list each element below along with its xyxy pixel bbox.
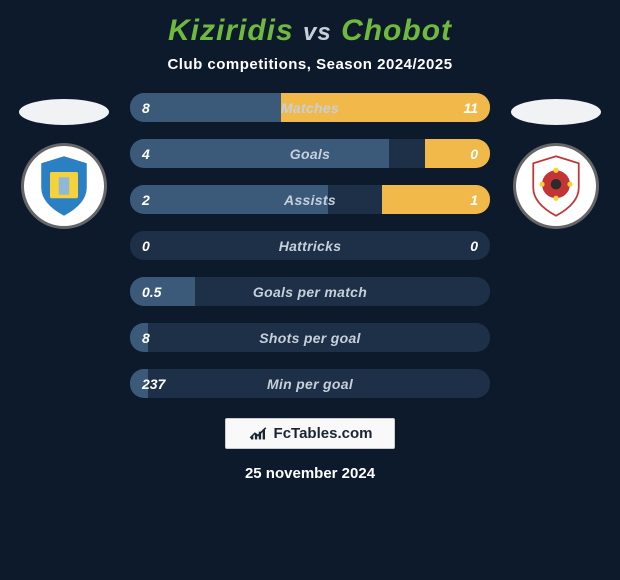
stat-value-left: 8	[142, 330, 150, 346]
stat-row: 8 Shots per goal	[130, 323, 490, 352]
shield-tower	[59, 177, 70, 195]
stat-label: Goals per match	[253, 284, 367, 300]
date-text: 25 november 2024	[245, 465, 375, 482]
subtitle: Club competitions, Season 2024/2025	[167, 56, 452, 73]
stat-label: Matches	[281, 100, 339, 116]
stat-row: 4 0 Goals	[130, 139, 490, 168]
stat-value-left: 0.5	[142, 284, 161, 300]
stat-fill-left	[130, 139, 389, 168]
player-left-pill	[19, 99, 109, 125]
team-left-badge	[21, 143, 107, 229]
stat-label: Shots per goal	[259, 330, 360, 346]
stat-label: Goals	[290, 146, 330, 162]
stat-value-left: 237	[142, 376, 165, 392]
title-player1: Kiziridis	[168, 14, 294, 47]
title-vs: vs	[303, 19, 332, 46]
stat-value-right: 0	[470, 146, 478, 162]
stat-row: 8 11 Matches	[130, 93, 490, 122]
stat-value-left: 0	[142, 238, 150, 254]
stat-row: 2 1 Assists	[130, 185, 490, 214]
brand-badge[interactable]: FcTables.com	[225, 418, 396, 449]
stat-row: 237 Min per goal	[130, 369, 490, 398]
content-row: 8 11 Matches 4 0 Goals 2 1 Assists 0 0 Hattricks 0.5…	[10, 93, 610, 398]
stat-label: Min per goal	[267, 376, 353, 392]
chart-icon	[248, 427, 268, 441]
team-right-column	[506, 93, 606, 229]
stat-fill-right	[425, 139, 490, 168]
stat-fill-left	[130, 277, 195, 306]
stat-label: Hattricks	[279, 238, 342, 254]
stat-label: Assists	[284, 192, 336, 208]
brand-text: FcTables.com	[274, 425, 373, 442]
stat-value-left: 8	[142, 100, 150, 116]
stats-list: 8 11 Matches 4 0 Goals 2 1 Assists 0 0 Hattricks 0.5…	[130, 93, 490, 398]
player-right-pill	[511, 99, 601, 125]
shield-center	[551, 179, 562, 190]
stat-fill-left	[130, 93, 281, 122]
shield-icon	[521, 151, 591, 221]
stat-value-right: 1	[470, 192, 478, 208]
team-right-badge	[513, 143, 599, 229]
stat-value-left: 4	[142, 146, 150, 162]
shield-icon	[29, 151, 99, 221]
stat-value-right: 0	[470, 238, 478, 254]
infographic-root: Kiziridis vs Chobot Club competitions, S…	[0, 0, 620, 580]
team-left-column	[14, 93, 114, 229]
title-player2: Chobot	[341, 14, 452, 47]
stat-value-left: 2	[142, 192, 150, 208]
stat-row: 0 0 Hattricks	[130, 231, 490, 260]
stat-row: 0.5 Goals per match	[130, 277, 490, 306]
stat-value-right: 11	[463, 100, 478, 116]
page-title: Kiziridis vs Chobot	[168, 14, 452, 48]
